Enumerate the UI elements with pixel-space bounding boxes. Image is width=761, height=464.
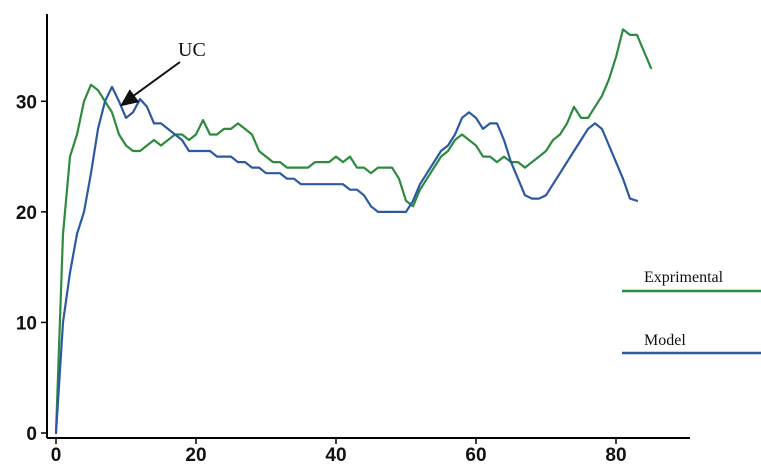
x-tick-label: 60: [465, 445, 486, 464]
annotation-arrow-head: [120, 89, 140, 107]
annotation: UC: [120, 39, 206, 107]
y-tick-label: 0: [26, 424, 37, 445]
tick-labels: 0 20 40 60 80 0 10 20 30: [16, 92, 627, 464]
legend: Exprimental Model: [622, 269, 761, 355]
y-tick-label: 20: [16, 203, 37, 224]
x-tick-label: 40: [325, 445, 346, 464]
annotation-label: UC: [178, 39, 206, 61]
series-line-exprimental: [54, 28, 653, 435]
axes: [46, 14, 690, 439]
series-lines: [54, 28, 653, 435]
series-line-model: [54, 85, 639, 435]
x-tick-label: 20: [185, 445, 206, 464]
y-tick-label: 10: [16, 313, 37, 334]
legend-label-exprimental: Exprimental: [644, 269, 724, 286]
y-tick-label: 30: [16, 92, 37, 113]
x-tick-label: 0: [51, 445, 62, 464]
annotation-arrow-line: [129, 61, 181, 100]
x-tick-label: 80: [605, 445, 626, 464]
legend-label-model: Model: [644, 332, 686, 349]
